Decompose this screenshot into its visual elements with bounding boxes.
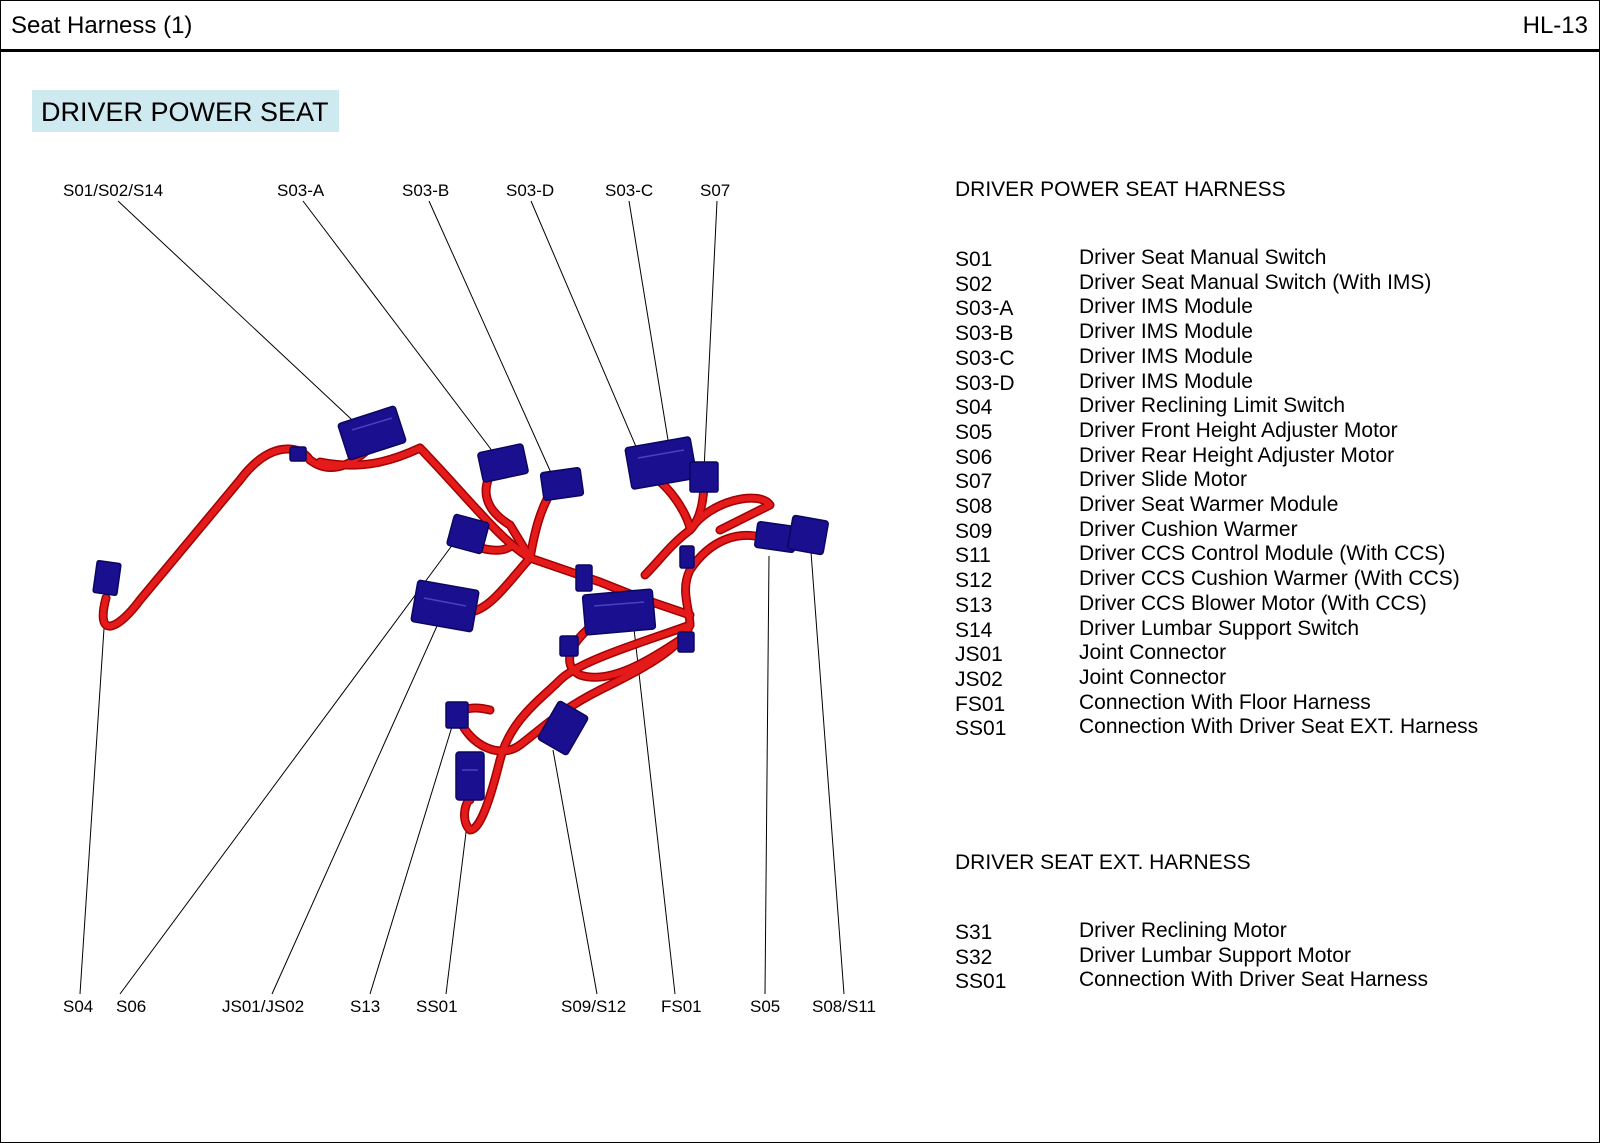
connector-clip-3 [679, 545, 695, 569]
callout-ss01: SS01 [416, 997, 458, 1016]
legend-code: S03-C [955, 346, 1015, 370]
legend-code: S11 [955, 544, 991, 568]
callout-fs01: FS01 [661, 997, 702, 1016]
callout-s03-d: S03-D [506, 181, 554, 200]
callout-js01-js02: JS01/JS02 [222, 997, 304, 1016]
legend-code: S02 [955, 272, 993, 296]
legend-code: S09 [955, 519, 993, 543]
connector-clip-4 [677, 631, 695, 653]
legend-desc: Connection With Floor Harness [1079, 690, 1371, 714]
legend-desc: Connection With Driver Seat Harness [1079, 968, 1428, 992]
legend-code: S14 [955, 618, 993, 642]
connector-s03-b [539, 466, 585, 502]
connector-s08-s11 [787, 514, 829, 556]
legend-code: JS02 [955, 667, 1003, 691]
legend-code: S04 [955, 396, 993, 420]
legend-code: S01 [955, 248, 993, 271]
legend-code: S31 [955, 921, 993, 944]
legend-desc: Driver Lumbar Support Switch [1079, 616, 1360, 640]
connector-clip-2 [575, 564, 593, 592]
callout-s06: S06 [116, 997, 146, 1016]
legend-desc: Driver IMS Module [1079, 344, 1253, 368]
legend-desc: Driver Cushion Warmer [1079, 517, 1298, 541]
callouts-top: S01/S02/S14 S03-A S03-B S03-D S03-C S07 [63, 181, 730, 200]
connector-s01-s02-s14 [337, 405, 407, 461]
legend-desc: Joint Connector [1079, 641, 1227, 665]
legend-desc: Driver Seat Manual Switch (With IMS) [1079, 270, 1432, 294]
legend-desc: Driver Slide Motor [1079, 468, 1248, 492]
legend-desc: Connection With Driver Seat EXT. Harness [1079, 715, 1479, 739]
legend-desc: Driver CCS Cushion Warmer (With CCS) [1079, 567, 1460, 591]
legend-code: S05 [955, 420, 993, 444]
callout-s03-a: S03-A [277, 181, 325, 200]
connector-s07 [689, 461, 719, 493]
legend-desc: Driver CCS Blower Motor (With CCS) [1079, 591, 1427, 615]
callout-s03-b: S03-B [402, 181, 449, 200]
legend-desc: Driver IMS Module [1079, 295, 1253, 319]
wire-bundles [98, 443, 775, 835]
connector-s06 [446, 513, 490, 555]
callout-s04: S04 [63, 997, 93, 1016]
legend-desc: Joint Connector [1079, 665, 1227, 689]
legend-desc: Driver Seat Manual Switch [1079, 246, 1327, 269]
callout-s13: S13 [350, 997, 380, 1016]
legend-desc: Driver CCS Control Module (With CCS) [1079, 542, 1446, 566]
callout-s01-s02-s14: S01/S02/S14 [63, 181, 163, 200]
legend-code: S06 [955, 445, 993, 469]
legend-desc: Driver Rear Height Adjuster Motor [1079, 443, 1395, 467]
connector-s04 [92, 559, 122, 597]
callout-s05: S05 [750, 997, 780, 1016]
connector-js01-js02 [410, 579, 480, 633]
section-title-badge: DRIVER POWER SEAT [32, 90, 339, 132]
connector-fs01 [581, 588, 657, 636]
legend-code: S13 [955, 593, 993, 617]
callout-s07: S07 [700, 181, 730, 200]
connector-ss01 [455, 751, 485, 801]
legend-code: JS01 [955, 643, 1003, 667]
legend-code: S03-D [955, 371, 1015, 395]
connector-s09-s12 [537, 700, 589, 756]
legend-code: SS01 [955, 970, 1007, 994]
legend-desc: Driver Reclining Motor [1079, 919, 1287, 942]
legend-desc: Driver IMS Module [1079, 369, 1253, 393]
ext-harness-heading: DRIVER SEAT EXT. HARNESS [955, 851, 1251, 874]
legend-code: S07 [955, 470, 993, 494]
legend-code: S12 [955, 569, 993, 593]
callout-s09-s12: S09/S12 [561, 997, 626, 1016]
section-title: DRIVER POWER SEAT [41, 97, 329, 127]
legend-code: S03-A [955, 297, 1014, 321]
page-title: Seat Harness (1) [11, 12, 193, 39]
connector-s03-d-c [624, 436, 698, 490]
legend-desc: Driver Seat Warmer Module [1079, 493, 1339, 516]
legend-desc: Driver IMS Module [1079, 320, 1253, 344]
legend-desc: Driver Reclining Limit Switch [1079, 394, 1346, 418]
connectors [92, 405, 829, 801]
harness-diagram: S01/S02/S14 S03-A S03-B S03-D S03-C S07 … [63, 181, 876, 1016]
header-divider [0, 49, 1600, 52]
page-code: HL-13 [1522, 12, 1588, 39]
legend-desc: Driver Lumbar Support Motor [1079, 943, 1351, 967]
legend-code: S08 [955, 495, 993, 518]
connector-s03-a [477, 443, 529, 483]
legend-desc: Driver Front Height Adjuster Motor [1079, 418, 1398, 442]
legend-code: S03-B [955, 322, 1014, 346]
callouts-bottom: S04 S06 JS01/JS02 S13 SS01 S09/S12 FS01 … [63, 997, 876, 1016]
connector-clip-1 [289, 446, 307, 462]
leader-lines [79, 200, 845, 995]
legend-code: S32 [955, 945, 993, 969]
connector-clip-5 [559, 635, 579, 657]
legend-code: FS01 [955, 692, 1006, 716]
harness-heading: DRIVER POWER SEAT HARNESS [955, 178, 1286, 201]
legend-code: SS01 [955, 717, 1007, 741]
callout-s08-s11: S08/S11 [812, 997, 876, 1016]
connector-s13 [445, 701, 469, 729]
callout-s03-c: S03-C [605, 181, 653, 200]
